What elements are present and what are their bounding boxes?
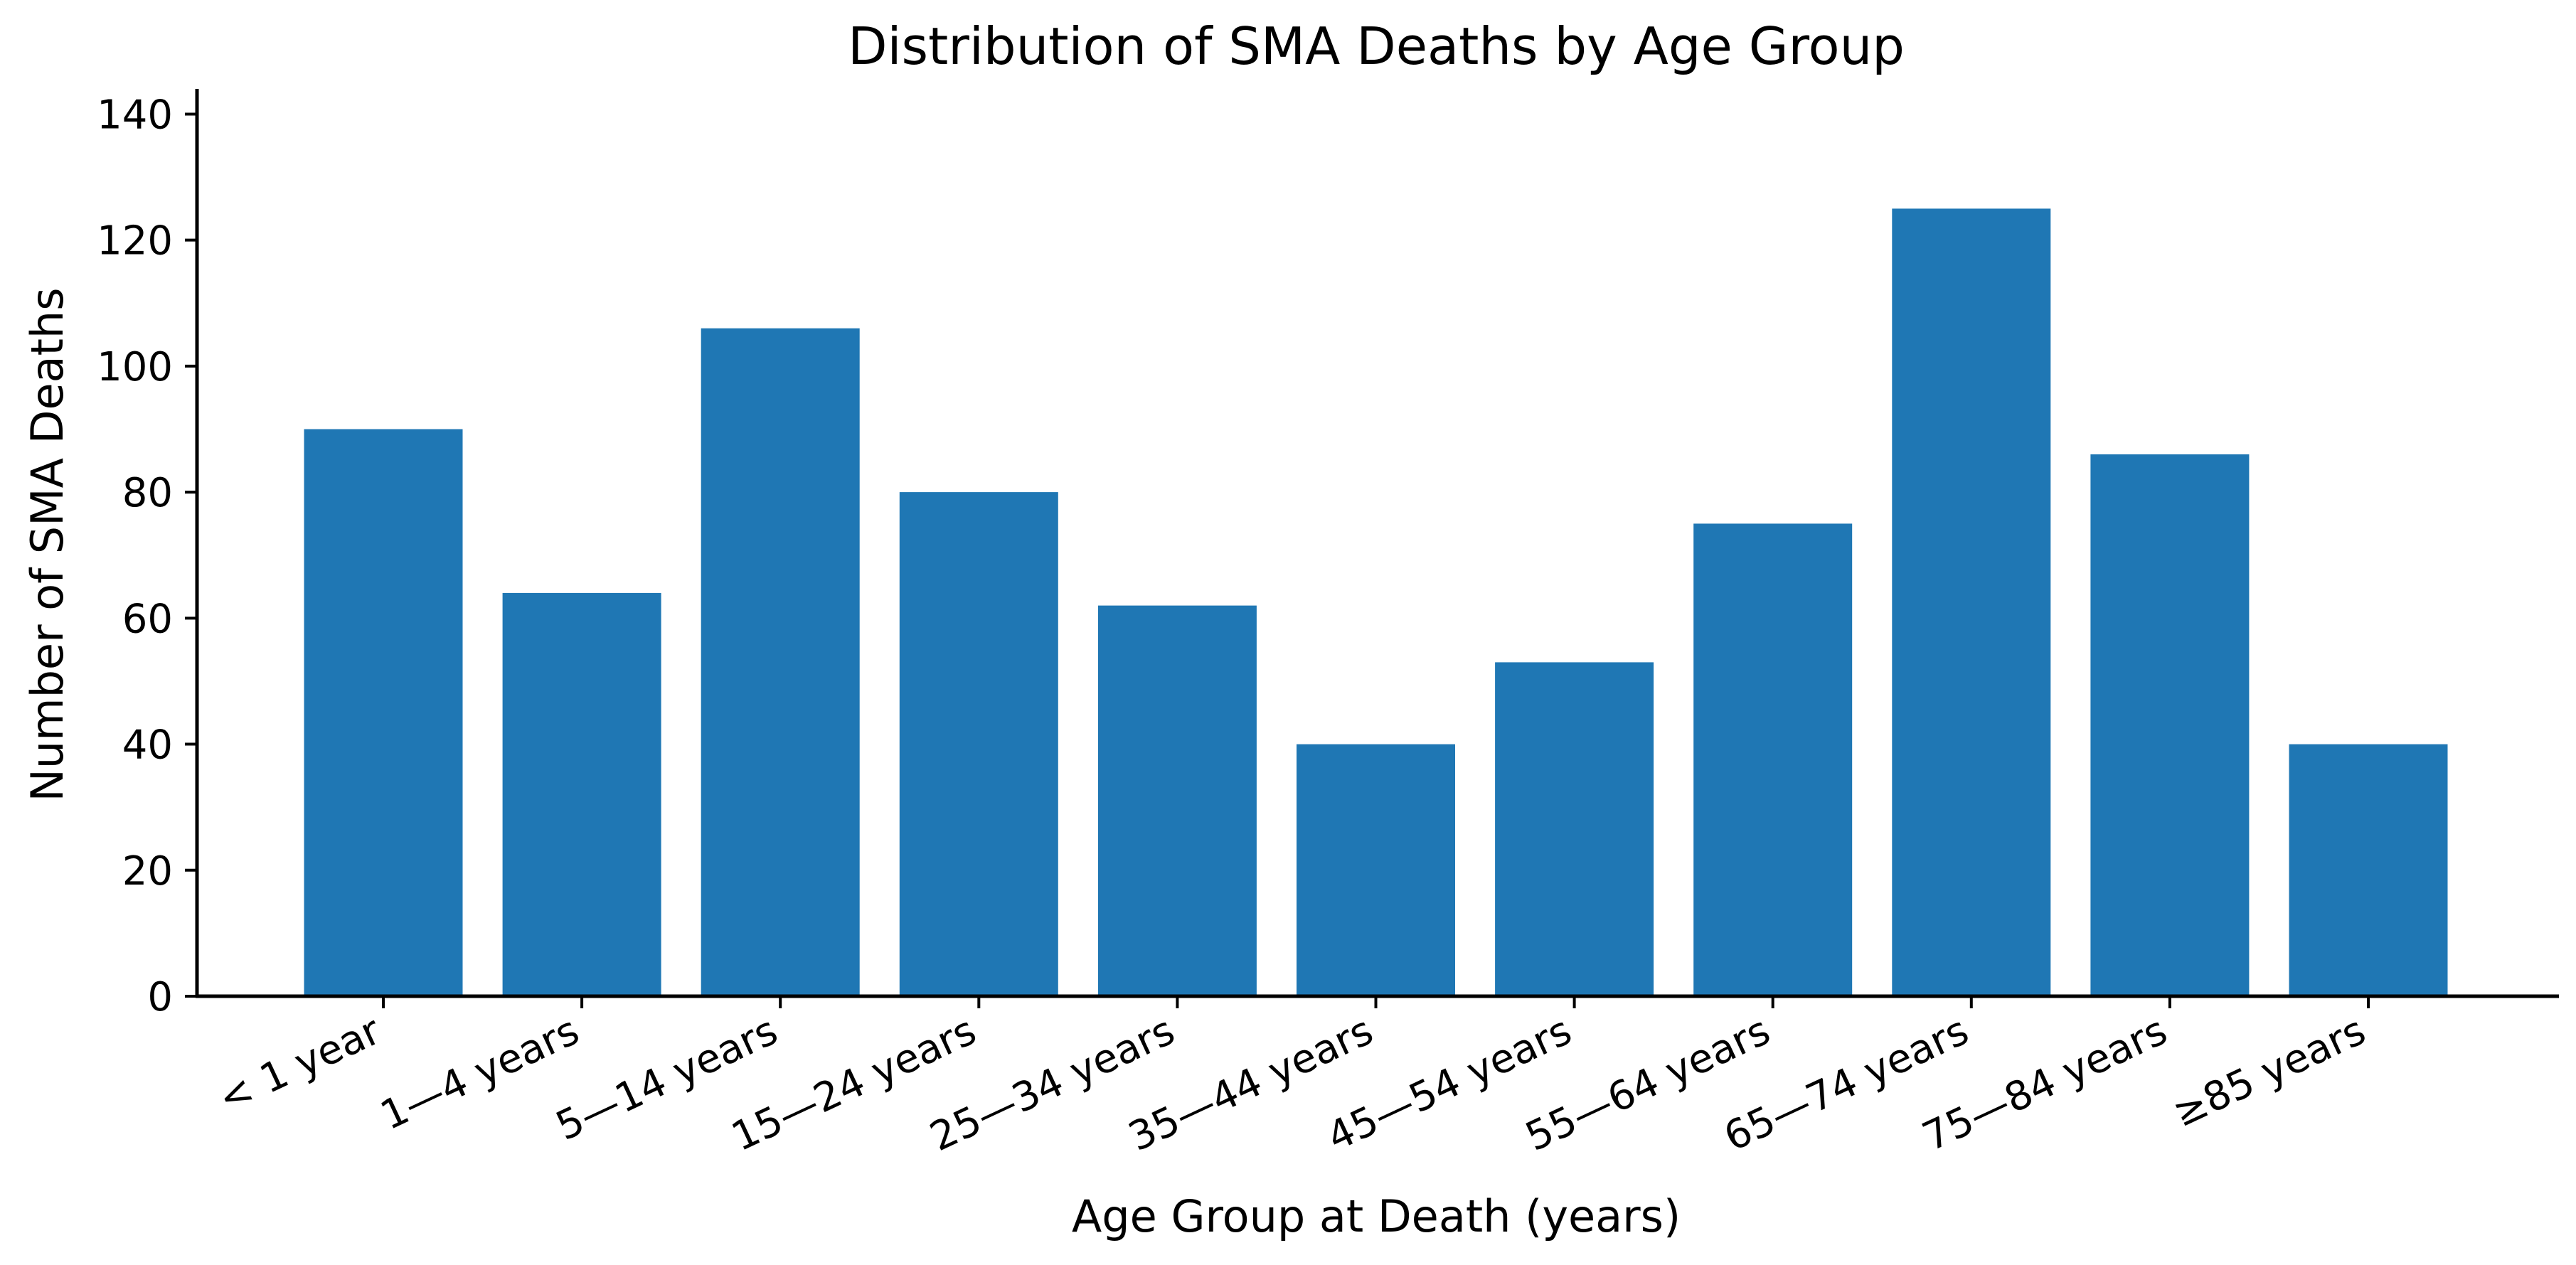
y-tick-label: 40 — [122, 722, 173, 769]
y-tick-label: 0 — [147, 974, 173, 1020]
bar — [701, 328, 860, 996]
bar — [2090, 454, 2250, 996]
y-tick-label: 60 — [122, 596, 173, 642]
bar — [899, 492, 1058, 996]
bar — [1693, 523, 1853, 996]
bars-group — [304, 208, 2448, 996]
y-tick-label: 80 — [122, 470, 173, 516]
bar — [1495, 662, 1654, 996]
bar — [1097, 605, 1257, 996]
y-tick-label: 140 — [97, 92, 173, 138]
bar — [304, 429, 463, 996]
y-tick-label: 20 — [122, 848, 173, 895]
y-tick-label: 100 — [97, 344, 173, 390]
bar — [1892, 208, 2051, 996]
y-axis-label: Number of SMA Deaths — [21, 288, 73, 802]
y-tick-label: 120 — [97, 218, 173, 265]
chart-title: Distribution of SMA Deaths by Age Group — [848, 16, 1905, 76]
bar — [502, 592, 661, 996]
bar — [2289, 744, 2448, 996]
bar — [1297, 744, 1455, 996]
x-axis-label: Age Group at Death (years) — [1072, 1190, 1681, 1242]
y-axis: 0 20 40 60 80 100 120 140 — [97, 89, 199, 1020]
